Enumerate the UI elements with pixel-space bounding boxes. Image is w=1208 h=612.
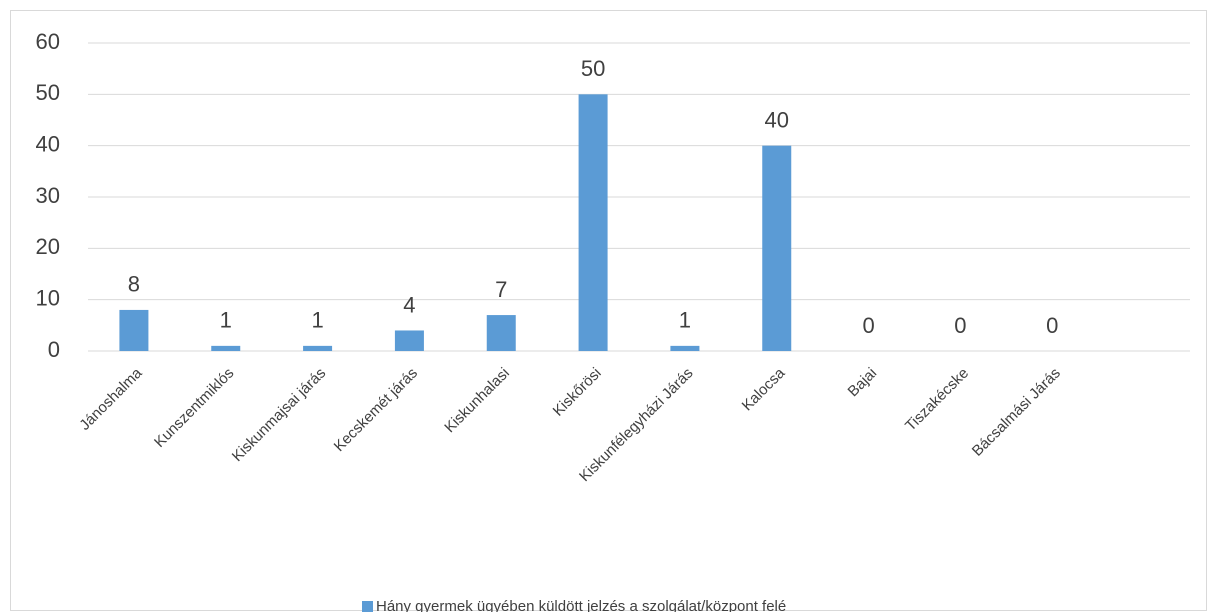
legend-label: Hány gyermek ügyében küldött jelzés a sz… xyxy=(376,598,786,612)
data-label: 0 xyxy=(1046,313,1058,338)
data-label: 1 xyxy=(311,308,323,333)
y-tick-label: 60 xyxy=(36,29,60,54)
y-tick-label: 40 xyxy=(36,131,60,156)
bar xyxy=(762,145,792,351)
data-label: 50 xyxy=(581,56,605,81)
y-tick-label: 0 xyxy=(48,337,60,362)
data-label: 7 xyxy=(495,277,507,302)
data-label: 4 xyxy=(403,292,415,317)
data-label: 40 xyxy=(765,107,789,132)
bar xyxy=(670,345,700,351)
bar xyxy=(394,330,424,351)
data-label: 1 xyxy=(220,308,232,333)
y-tick-label: 10 xyxy=(36,285,60,310)
bar xyxy=(211,345,241,351)
y-tick-label: 50 xyxy=(36,80,60,105)
data-label: 0 xyxy=(862,313,874,338)
y-tick-label: 20 xyxy=(36,234,60,259)
bar xyxy=(578,94,608,351)
data-label: 1 xyxy=(679,308,691,333)
data-label: 0 xyxy=(954,313,966,338)
chart-frame xyxy=(10,10,1207,611)
legend-swatch xyxy=(362,601,373,612)
bar xyxy=(486,315,516,351)
data-label: 8 xyxy=(128,272,140,297)
y-tick-label: 30 xyxy=(36,183,60,208)
bar xyxy=(119,309,149,351)
bar xyxy=(303,345,333,351)
